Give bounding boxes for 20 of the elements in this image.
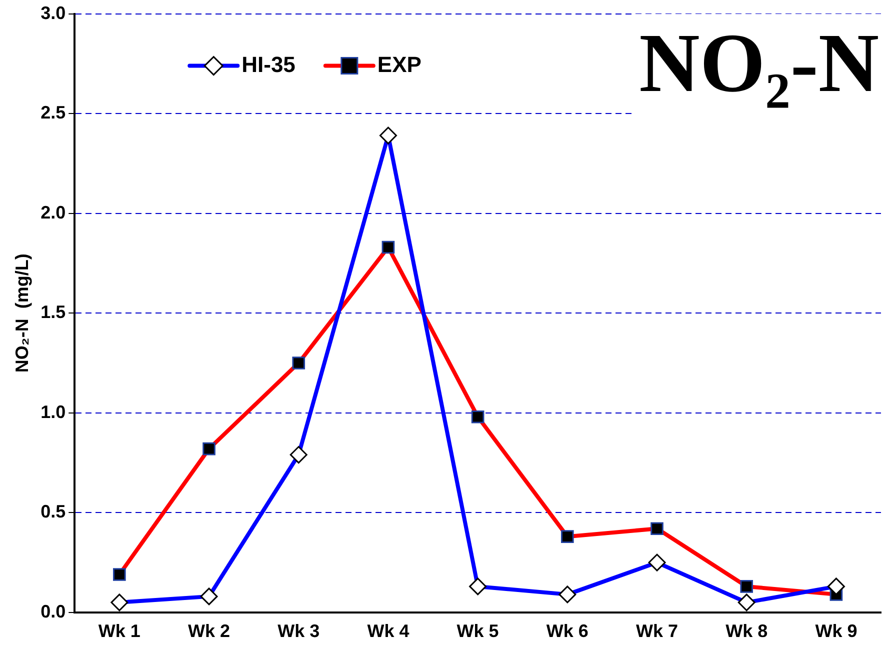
y-axis-title: NO₂-N (mg/L): [12, 254, 32, 373]
y-tick-label: 0.5: [40, 502, 66, 522]
legend-label: HI-35: [242, 52, 296, 77]
x-tick-label: Wk 5: [456, 621, 499, 642]
x-tick-label: Wk 2: [188, 621, 230, 642]
x-tick-label: Wk 1: [98, 621, 140, 642]
y-tick-label: 1.0: [40, 402, 66, 422]
y-tick-label: 3.0: [40, 2, 66, 23]
x-tick-label: Wk 6: [546, 621, 588, 642]
y-tick-label: 2.0: [40, 202, 66, 222]
y-tick-label: 1.5: [40, 302, 66, 322]
x-tick-label: Wk 7: [636, 621, 678, 642]
x-tick-label: Wk 8: [726, 621, 768, 642]
y-tick-label: 2.5: [40, 102, 66, 123]
chart-title: NO₂-N: [635, 14, 883, 114]
y-tick-label: 0.0: [40, 601, 66, 622]
legend-label: EXP: [377, 52, 422, 77]
x-tick-label: Wk 4: [367, 621, 410, 642]
x-tick-label: Wk 9: [815, 621, 858, 642]
x-tick-label: Wk 3: [278, 621, 320, 642]
